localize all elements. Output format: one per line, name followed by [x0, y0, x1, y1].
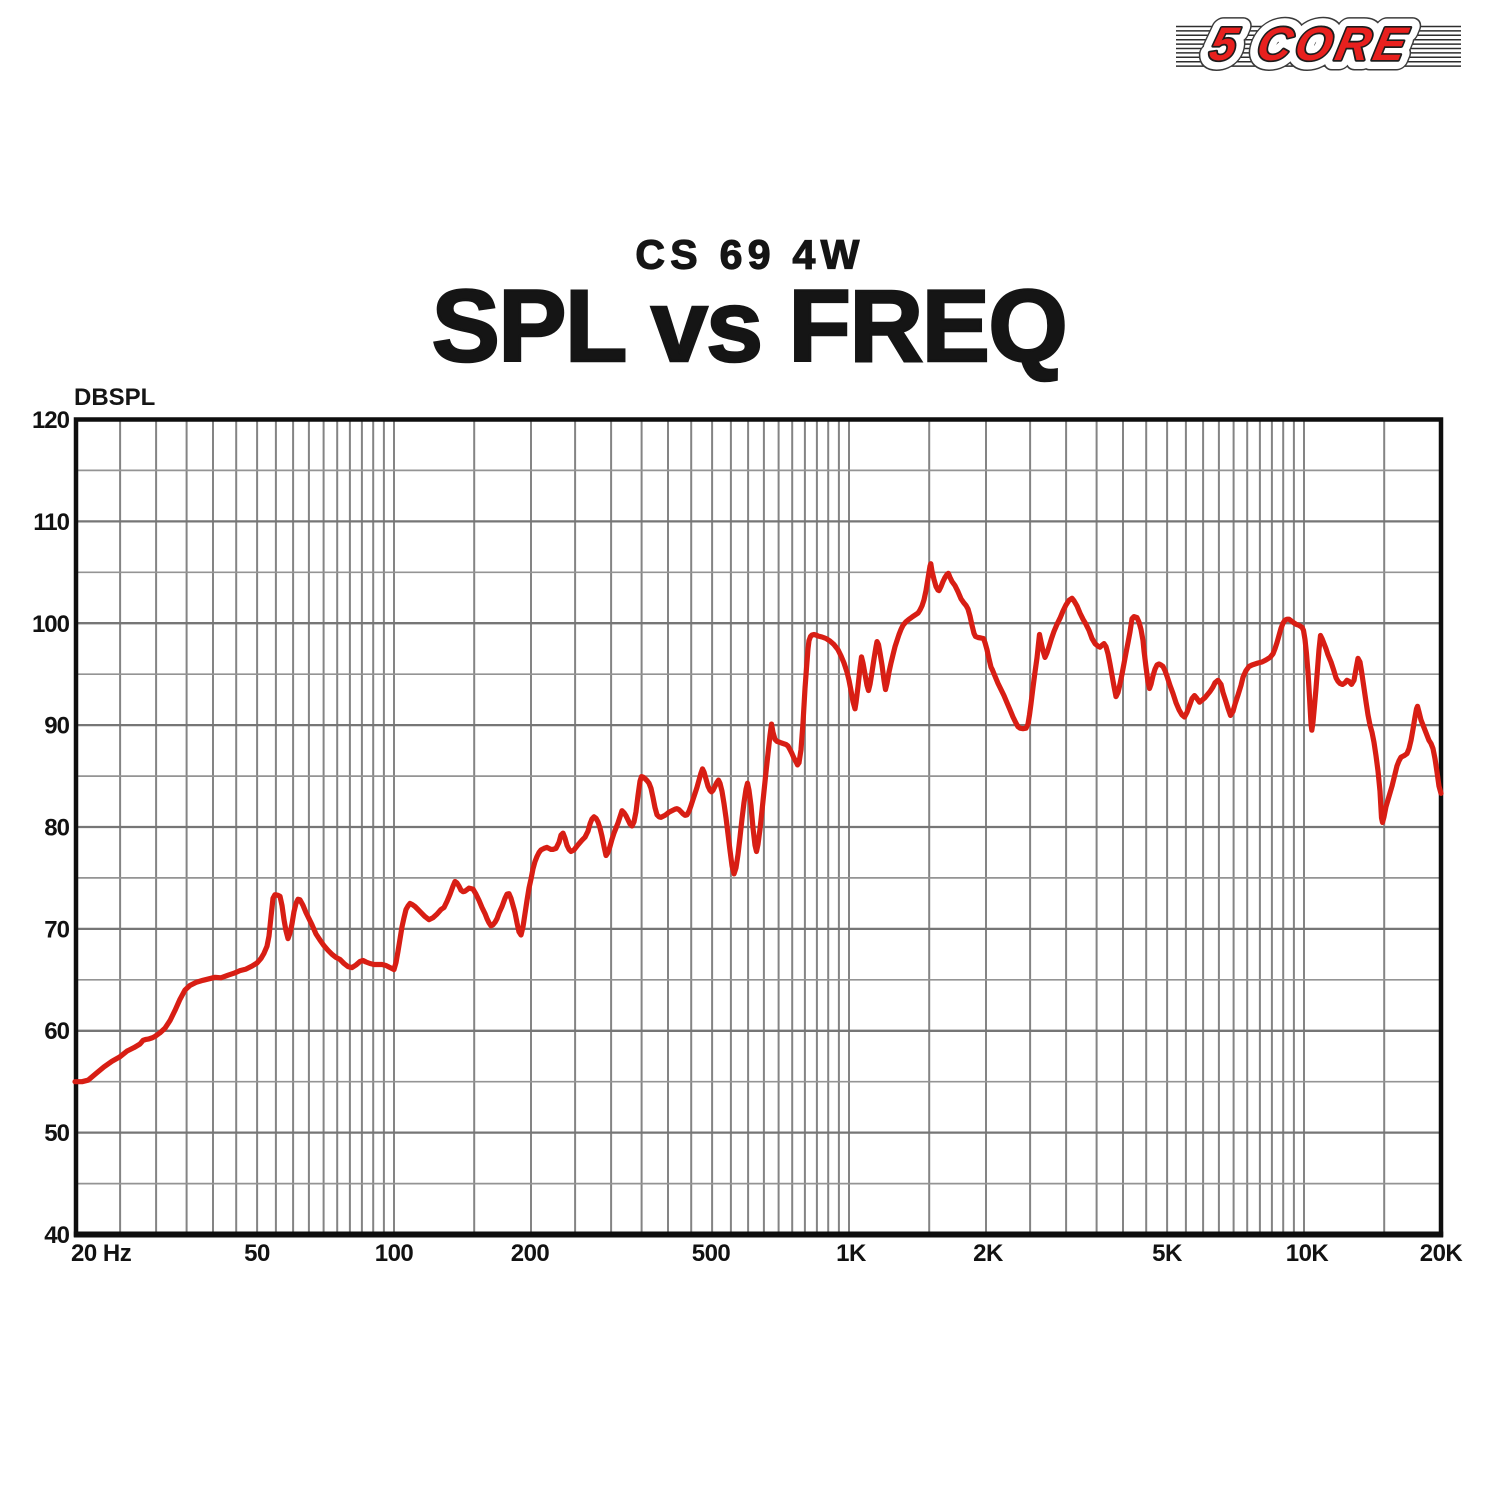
- svg-text:110: 110: [33, 509, 69, 536]
- svg-text:20K: 20K: [1420, 1240, 1464, 1267]
- svg-text:500: 500: [692, 1240, 731, 1267]
- svg-text:DBSPL: DBSPL: [74, 384, 155, 411]
- svg-text:5K: 5K: [1152, 1240, 1183, 1267]
- svg-text:90: 90: [44, 713, 69, 740]
- svg-text:5 CORE: 5 CORE: [1205, 18, 1415, 70]
- svg-text:2K: 2K: [973, 1240, 1004, 1267]
- svg-text:1K: 1K: [836, 1240, 867, 1267]
- svg-text:40: 40: [44, 1222, 69, 1249]
- svg-text:SPL vs FREQ: SPL vs FREQ: [432, 269, 1067, 383]
- svg-text:120: 120: [32, 407, 70, 434]
- svg-text:60: 60: [44, 1018, 69, 1045]
- svg-text:10K: 10K: [1286, 1240, 1330, 1267]
- svg-text:20 Hz: 20 Hz: [71, 1240, 132, 1267]
- svg-text:100: 100: [375, 1240, 414, 1267]
- svg-text:80: 80: [44, 815, 69, 842]
- svg-text:50: 50: [244, 1240, 270, 1267]
- svg-text:5 CORE: 5 CORE: [1205, 18, 1415, 70]
- svg-text:5 CORE: 5 CORE: [1205, 18, 1415, 70]
- svg-text:CS 69 4W: CS 69 4W: [635, 232, 864, 278]
- svg-text:100: 100: [32, 611, 70, 638]
- svg-text:5 CORE: 5 CORE: [1205, 18, 1415, 70]
- svg-text:50: 50: [44, 1120, 69, 1147]
- svg-text:70: 70: [44, 916, 69, 943]
- svg-text:200: 200: [511, 1240, 550, 1267]
